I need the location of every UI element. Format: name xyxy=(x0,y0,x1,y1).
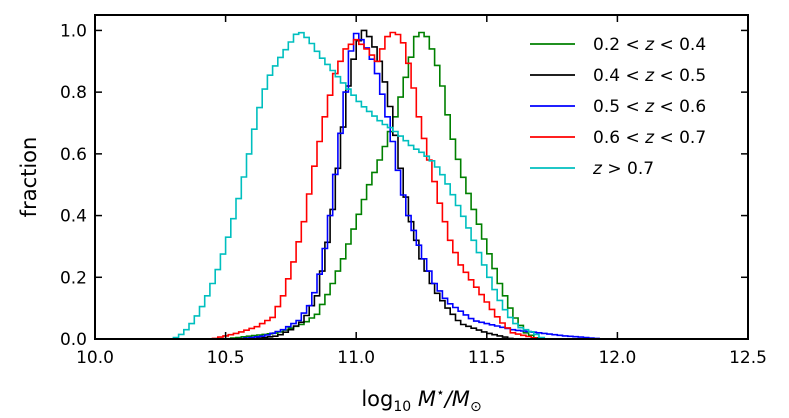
y-tick-label: 1.0 xyxy=(60,21,87,41)
legend-label: 0.6 < z < 0.7 xyxy=(593,128,706,148)
x-tick-label: 11.0 xyxy=(337,348,375,368)
legend-label: 0.2 < z < 0.4 xyxy=(593,35,706,55)
series-line-3 xyxy=(95,32,748,339)
series-line-2 xyxy=(95,29,748,339)
x-axis-label-solar-mass: /M xyxy=(443,387,470,411)
plot-area xyxy=(95,29,748,339)
y-axis-label: fraction xyxy=(17,137,41,218)
x-tick-label: 10.5 xyxy=(207,348,245,368)
y-tick-label: 0.2 xyxy=(60,268,87,288)
y-tick-label: 0.0 xyxy=(60,330,87,350)
x-axis-label-log-subscript: 10 xyxy=(393,399,411,415)
legend-label: z > 0.7 xyxy=(592,159,654,179)
x-axis-label-log: log xyxy=(361,387,393,411)
y-tick-label: 0.6 xyxy=(60,145,87,165)
x-tick-label: 12.5 xyxy=(729,348,767,368)
x-tick-label: 12.0 xyxy=(598,348,636,368)
legend-label: 0.5 < z < 0.6 xyxy=(593,97,706,117)
series-line-4 xyxy=(95,31,748,339)
x-tick-label: 11.5 xyxy=(468,348,506,368)
plot-frame xyxy=(94,14,749,340)
x-axis-label-sun-symbol: ⊙ xyxy=(470,399,482,415)
x-axis-label-star: ⋆ xyxy=(436,385,445,401)
x-axis-label-mass: M xyxy=(411,387,436,411)
y-tick-label: 0.8 xyxy=(60,83,87,103)
y-tick-label: 0.4 xyxy=(60,207,87,227)
y-axis-ticks: 0.0 0.2 0.4 0.6 0.8 1.0 xyxy=(60,21,748,350)
x-tick-label: 10.0 xyxy=(76,348,114,368)
x-axis-ticks: 10.0 10.5 11.0 11.5 12.0 12.5 xyxy=(76,15,767,368)
x-axis-label: log10 M⋆/M⊙ xyxy=(361,385,481,415)
series-line-5 xyxy=(95,31,748,339)
legend-label: 0.4 < z < 0.5 xyxy=(593,66,706,86)
legend: 0.2 < z < 0.4 0.4 < z < 0.5 0.5 < z < 0.6 0… xyxy=(530,35,706,179)
